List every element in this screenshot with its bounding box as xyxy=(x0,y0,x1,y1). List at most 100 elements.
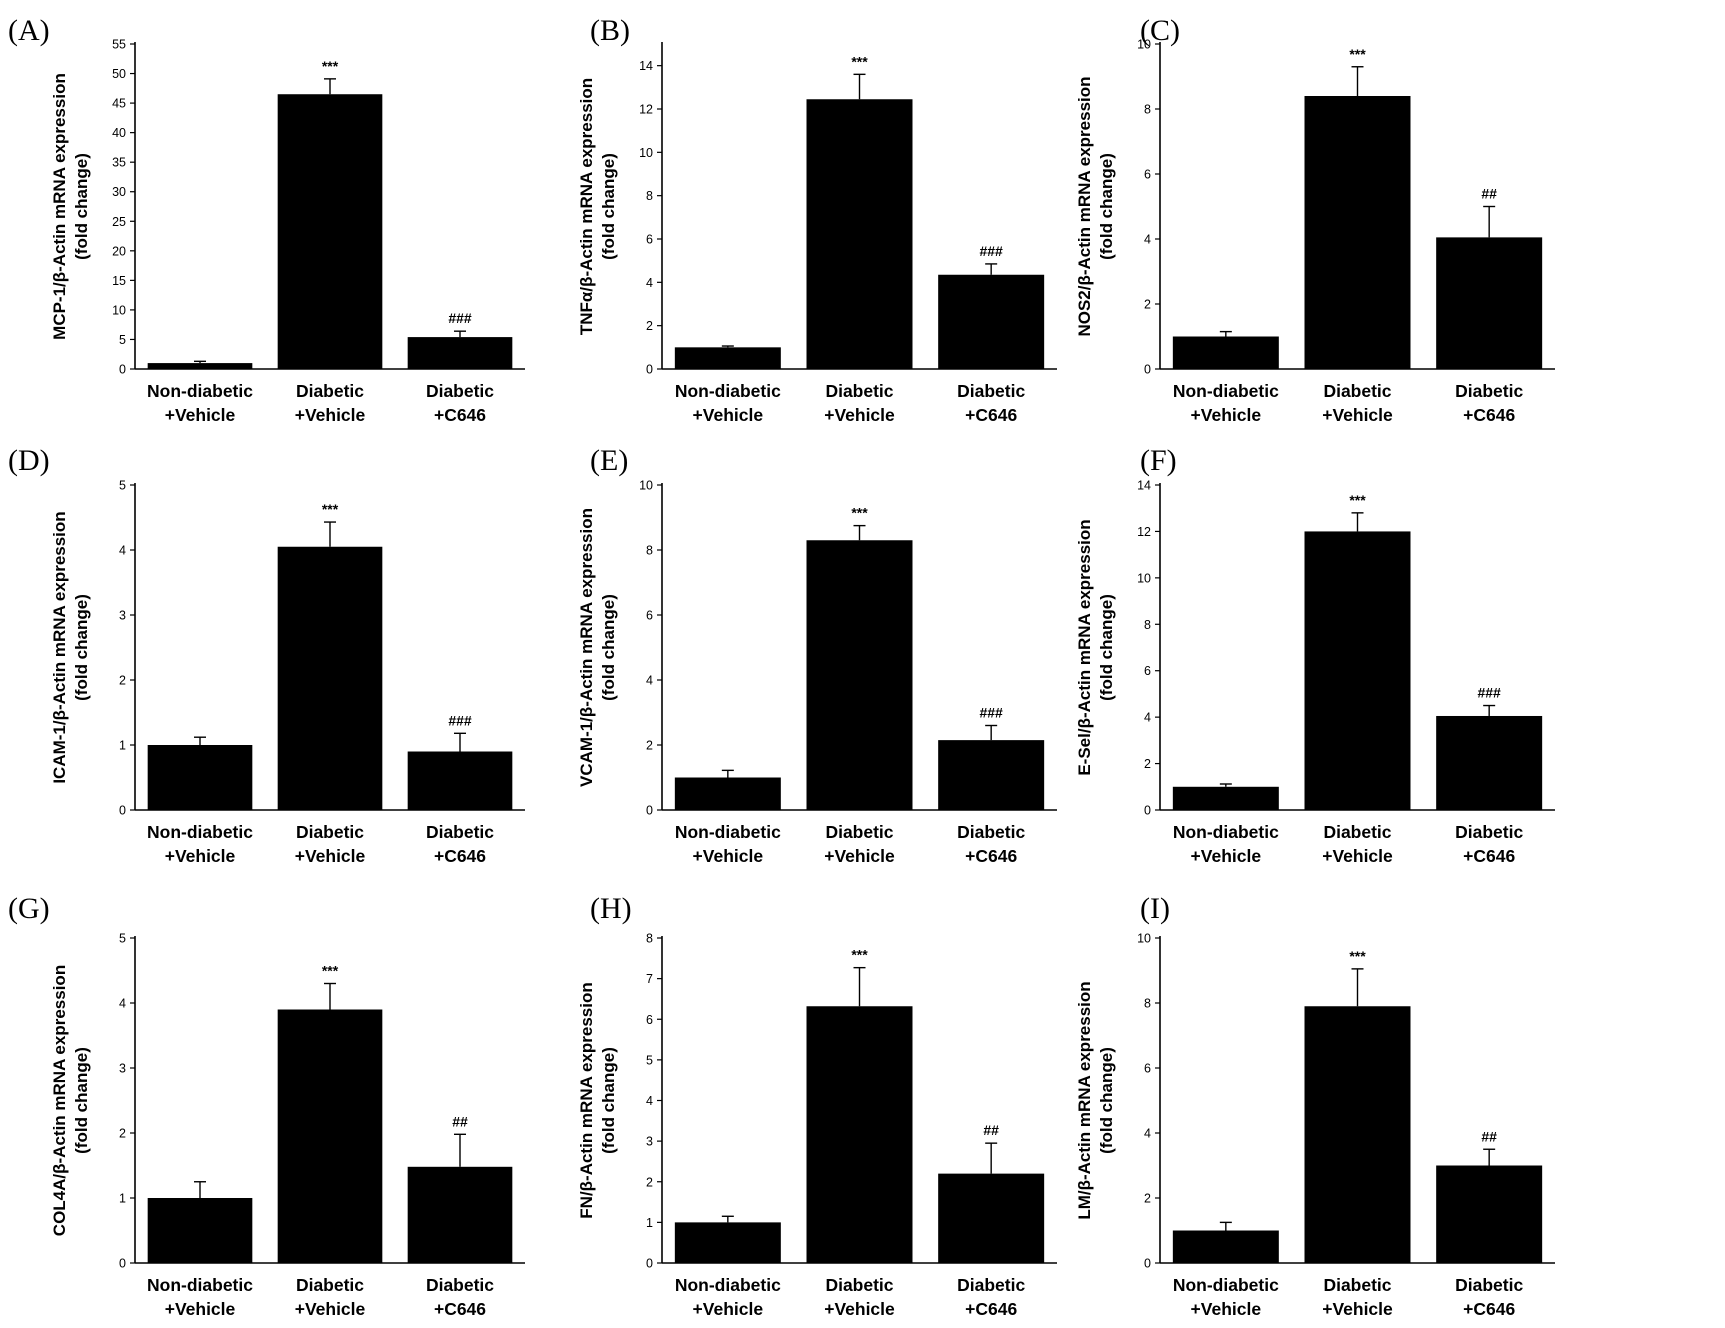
y-tick-label: 4 xyxy=(646,1094,653,1108)
panel-label: (D) xyxy=(8,444,50,477)
bar xyxy=(938,274,1045,369)
y-axis-title: E-Sel/β-Actin mRNA expression (fold chang… xyxy=(1075,519,1116,775)
bar xyxy=(1172,336,1279,369)
y-tick-label: 2 xyxy=(646,319,653,333)
y-axis-title: COL4A/β-Actin mRNA expression (fold chang… xyxy=(50,965,91,1236)
bar xyxy=(674,347,781,369)
bar xyxy=(806,99,913,369)
x-tick-label: Diabetic xyxy=(1323,381,1391,401)
significance-label: ### xyxy=(1477,685,1501,701)
y-tick-label: 10 xyxy=(639,146,653,160)
significance-label: *** xyxy=(322,58,339,74)
y-tick-label: 14 xyxy=(1137,479,1151,493)
x-tick-label: Diabetic xyxy=(1323,822,1391,842)
bar xyxy=(147,745,253,810)
x-tick-label: Diabetic xyxy=(1455,381,1523,401)
y-tick-label: 6 xyxy=(1144,1062,1151,1076)
y-tick-label: 3 xyxy=(646,1135,653,1149)
y-axis-title-line-1: FN/β-Actin mRNA expression xyxy=(577,982,596,1218)
x-tick-label-line-2: +Vehicle xyxy=(295,405,366,425)
y-axis-title-line-2: (fold change) xyxy=(72,594,91,701)
y-tick-label: 2 xyxy=(646,739,653,753)
y-tick-label: 0 xyxy=(119,1257,126,1271)
x-tick-label-line-2: +Vehicle xyxy=(165,405,236,425)
y-tick-label: 2 xyxy=(1144,1192,1151,1206)
bar xyxy=(277,1009,383,1263)
panel-label: (B) xyxy=(590,14,630,47)
y-axis-title-line-2: (fold change) xyxy=(599,153,618,260)
significance-label: *** xyxy=(1349,492,1366,508)
x-tick-label-line-2: +Vehicle xyxy=(295,846,366,866)
y-tick-label: 4 xyxy=(1144,233,1151,247)
chart-panel-d: (D) 0 1 2 3 4 5 ICAM-1/β-Actin mRNA expression(… xyxy=(8,444,525,866)
significance-label: ### xyxy=(979,243,1003,259)
y-tick-label: 20 xyxy=(112,244,126,258)
y-tick-label: 4 xyxy=(119,544,126,558)
y-axis-title-line-2: (fold change) xyxy=(72,1047,91,1154)
y-tick-label: 6 xyxy=(646,1013,653,1027)
significance-label: *** xyxy=(322,501,339,517)
x-tick-label-line-2: +C646 xyxy=(965,1299,1017,1319)
x-tick-label: Non-diabetic xyxy=(147,381,253,401)
y-tick-label: 0 xyxy=(646,363,653,377)
y-tick-label: 10 xyxy=(1137,38,1151,52)
y-tick-label: 5 xyxy=(646,1053,653,1067)
x-tick-label-line-2: +Vehicle xyxy=(1322,1299,1393,1319)
y-axis-title-line-2: (fold change) xyxy=(599,594,618,701)
y-tick-label: 5 xyxy=(119,479,126,493)
y-axis-title: VCAM-1/β-Actin mRNA expression (fold chan… xyxy=(577,508,618,787)
y-tick-label: 8 xyxy=(646,189,653,203)
y-axis-title-line-1: VCAM-1/β-Actin mRNA expression xyxy=(577,508,596,787)
y-axis-title-line-1: E-Sel/β-Actin mRNA expression xyxy=(1075,519,1094,775)
significance-label: ## xyxy=(983,1122,999,1138)
bar xyxy=(1172,786,1279,810)
bar xyxy=(938,740,1045,810)
y-tick-label: 7 xyxy=(646,972,653,986)
significance-label: ## xyxy=(452,1113,468,1129)
x-tick-label-line-2: +Vehicle xyxy=(165,846,236,866)
x-tick-label-line-2: +C646 xyxy=(965,846,1017,866)
y-tick-label: 8 xyxy=(646,544,653,558)
x-tick-label-line-2: +Vehicle xyxy=(824,1299,895,1319)
x-tick-label: Diabetic xyxy=(426,381,494,401)
x-tick-label: Non-diabetic xyxy=(675,381,781,401)
y-tick-label: 1 xyxy=(646,1216,653,1230)
y-tick-label: 50 xyxy=(112,67,126,81)
x-tick-label: Non-diabetic xyxy=(147,1275,253,1295)
x-tick-label: Diabetic xyxy=(825,822,893,842)
y-tick-label: 3 xyxy=(119,609,126,623)
x-tick-label: Diabetic xyxy=(296,381,364,401)
x-tick-label: Diabetic xyxy=(426,1275,494,1295)
y-tick-label: 15 xyxy=(112,274,126,288)
x-tick-label: Diabetic xyxy=(825,381,893,401)
y-tick-label: 8 xyxy=(1144,618,1151,632)
x-tick-label: Diabetic xyxy=(296,822,364,842)
significance-label: ### xyxy=(448,712,472,728)
y-axis-title-line-2: (fold change) xyxy=(1097,153,1116,260)
bar xyxy=(1304,96,1411,369)
y-axis-title-line-2: (fold change) xyxy=(1097,1047,1116,1154)
y-tick-label: 10 xyxy=(1137,932,1151,946)
y-tick-label: 0 xyxy=(646,804,653,818)
significance-label: ### xyxy=(448,310,472,326)
chart-panel-c: (C) 0 2 4 6 8 10 NOS2/β-Actin mRNA expression (f… xyxy=(1075,14,1555,425)
x-tick-label: Diabetic xyxy=(426,822,494,842)
y-tick-label: 3 xyxy=(119,1062,126,1076)
x-tick-label: Non-diabetic xyxy=(675,822,781,842)
x-tick-label-line-2: +C646 xyxy=(434,846,486,866)
significance-label: *** xyxy=(1349,948,1366,964)
y-tick-label: 8 xyxy=(1144,997,1151,1011)
bar xyxy=(147,363,253,369)
chart-panel-e: (E) 0 2 4 6 8 10 VCAM-1/β-Actin mRNA expression… xyxy=(577,444,1057,866)
y-tick-label: 8 xyxy=(646,932,653,946)
chart-panel-f: (F) 0 2 4 6 8 10 12 14 E-Sel/β-Actin mRNA express… xyxy=(1075,444,1555,866)
x-tick-label-line-2: +C646 xyxy=(1463,1299,1515,1319)
x-tick-label-line-2: +Vehicle xyxy=(824,846,895,866)
y-axis-title-line-1: COL4A/β-Actin mRNA expression xyxy=(50,965,69,1236)
x-tick-label: Diabetic xyxy=(1323,1275,1391,1295)
panel-label: (E) xyxy=(590,444,628,477)
y-axis-title-line-1: LM/β-Actin mRNA expression xyxy=(1075,981,1094,1219)
y-tick-label: 4 xyxy=(1144,1127,1151,1141)
bar xyxy=(407,1166,513,1263)
chart-panel-i: (I) 0 2 4 6 8 10 LM/β-Actin mRNA expression (fol… xyxy=(1075,892,1555,1319)
